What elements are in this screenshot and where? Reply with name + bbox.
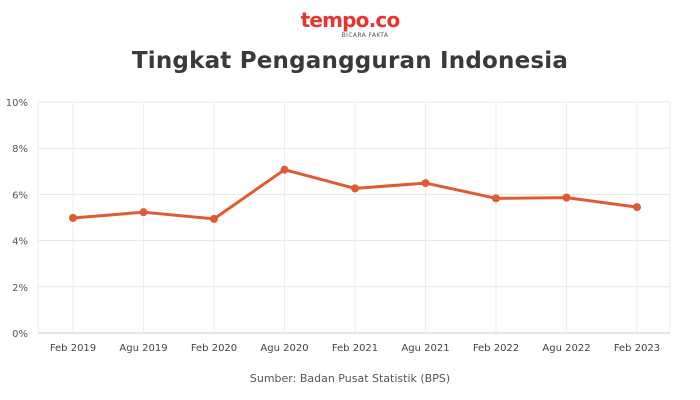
y-tick-label: 2% <box>12 283 28 294</box>
data-point <box>139 208 148 217</box>
data-point <box>69 213 77 222</box>
x-tick-label: Feb 2020 <box>191 343 237 354</box>
data-point <box>351 184 359 193</box>
data-point <box>492 194 500 203</box>
x-tick-label: Agu 2021 <box>401 343 449 354</box>
y-tick-label: 6% <box>12 190 28 201</box>
y-tick-label: 10% <box>6 98 28 109</box>
source-note: Sumber: Badan Pusat Statistik (BPS) <box>249 372 451 385</box>
y-tick-label: 4% <box>12 237 28 248</box>
chart-title: Tingkat Pengangguran Indonesia <box>131 48 569 74</box>
y-tick-label: 0% <box>12 329 28 340</box>
y-tick-label: 8% <box>12 144 28 155</box>
x-tick-label: Agu 2019 <box>119 343 167 354</box>
x-tick-label: Feb 2019 <box>50 343 96 354</box>
brand-header: tempo.co BICARA FAKTA <box>0 8 700 40</box>
x-tick-label: Feb 2022 <box>473 343 519 354</box>
x-tick-label: Agu 2022 <box>542 343 590 354</box>
data-point <box>280 165 289 174</box>
x-tick-label: Feb 2021 <box>332 343 378 354</box>
data-point <box>421 179 430 188</box>
x-tick-label: Feb 2023 <box>614 343 660 354</box>
tempo-logo: tempo.co <box>300 8 401 32</box>
data-point <box>633 203 641 212</box>
x-tick-label: Agu 2020 <box>260 343 308 354</box>
data-point <box>562 193 571 202</box>
data-point <box>210 214 218 223</box>
brand-tagline: BICARA FAKTA <box>341 32 389 39</box>
